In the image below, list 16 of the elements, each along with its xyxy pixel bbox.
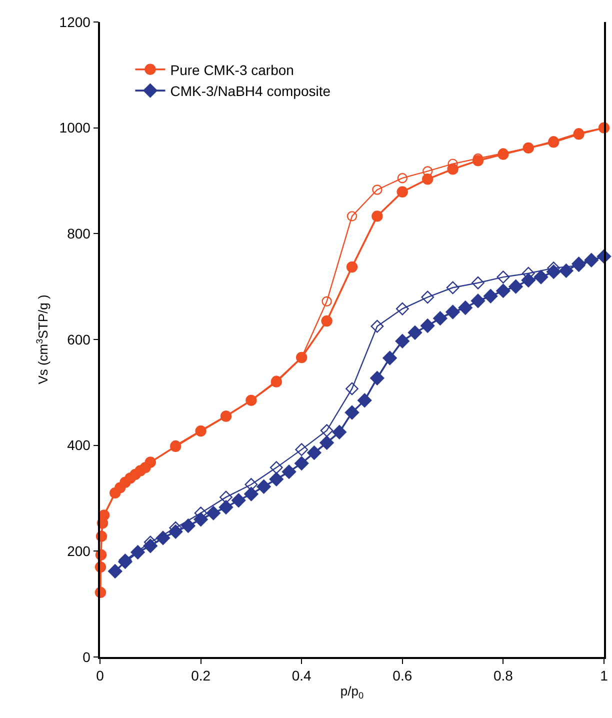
x-tick-label: 0.8: [493, 668, 514, 684]
x-tick-label: 0.2: [191, 668, 211, 684]
y-tick-label: 800: [67, 226, 91, 242]
y-tick-label: 600: [67, 331, 91, 348]
y-tick-label: 1000: [59, 120, 91, 136]
y-tick-label: 0: [82, 648, 91, 665]
legend-label: CMK-3/NaBH4 composite: [170, 83, 331, 100]
y-tick-label: 400: [67, 437, 91, 454]
y-tick-label: 200: [67, 543, 91, 560]
x-tick-label: 0: [96, 668, 104, 684]
x-tick-label: 0.4: [292, 668, 312, 684]
legend-label: Pure CMK-3 carbon: [170, 62, 294, 78]
y-tick-label: 1200: [59, 14, 91, 30]
x-axis-title: p/p$_{0}$: [340, 684, 364, 700]
x-tick-label: 1: [600, 668, 608, 684]
x-tick-label: 0.6: [392, 668, 412, 684]
